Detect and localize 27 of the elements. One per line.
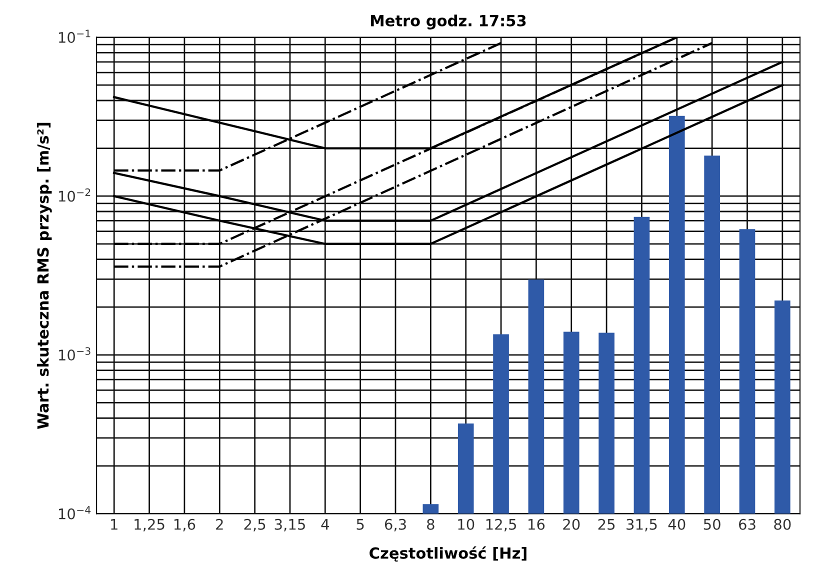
- x-tick-label: 12,5: [486, 518, 516, 532]
- y-tick-label: 10$^{−2}$: [58, 188, 90, 202]
- x-tick-label: 6,3: [384, 518, 406, 532]
- x-tick-label: 10: [458, 518, 474, 530]
- x-tick-label: 31,5: [626, 518, 657, 532]
- x-tick-label: 2,5: [244, 518, 266, 532]
- x-tick-label: 25: [598, 518, 615, 530]
- y-axis-title: Wart. skuteczna RMS przysp. [m/s²]: [36, 122, 52, 429]
- x-tick-label: 63: [738, 518, 756, 530]
- x-tick-label: 1,25: [134, 518, 164, 532]
- y-tick-label: 10$^{−1}$: [58, 30, 90, 43]
- x-tick-label: 20: [563, 518, 580, 530]
- y-tick-label: 10$^{−4}$: [58, 506, 91, 520]
- x-tick-label: 4: [321, 519, 329, 530]
- x-tick-label: 2: [216, 518, 223, 530]
- y-tick-label: 10$^{−3}$: [58, 347, 90, 361]
- x-tick-label: 1: [111, 519, 118, 530]
- x-tick-label: 8: [427, 518, 434, 530]
- x-axis-title: Częstotliwość [Hz]: [370, 546, 526, 562]
- x-tick-label: 40: [668, 518, 686, 530]
- x-tick-label: 50: [704, 518, 720, 530]
- x-tick-label: 1,6: [174, 518, 196, 532]
- chart-title: Metro godz. 17:53: [371, 14, 526, 30]
- x-tick-label: 16: [528, 518, 545, 530]
- x-tick-label: 80: [774, 518, 791, 530]
- x-tick-label: 5: [356, 519, 364, 530]
- x-tick-label: 3,15: [274, 518, 305, 532]
